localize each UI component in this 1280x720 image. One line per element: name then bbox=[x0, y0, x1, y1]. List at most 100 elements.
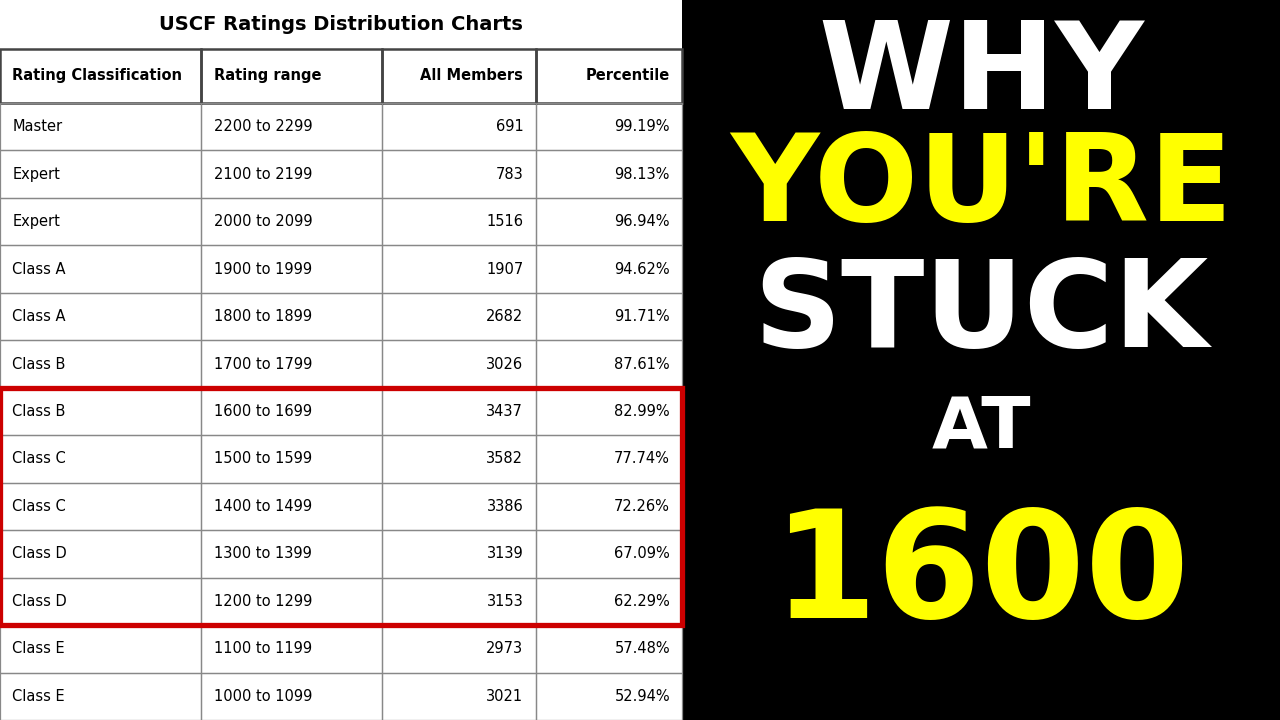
Bar bbox=[201, 625, 381, 672]
Bar bbox=[0, 625, 201, 672]
Bar bbox=[535, 49, 682, 103]
Text: Class B: Class B bbox=[13, 356, 65, 372]
Text: Class A: Class A bbox=[13, 261, 65, 276]
Bar bbox=[0, 435, 201, 482]
Bar bbox=[381, 150, 535, 198]
Bar bbox=[0, 150, 201, 198]
Text: 98.13%: 98.13% bbox=[614, 166, 669, 181]
Text: 87.61%: 87.61% bbox=[614, 356, 669, 372]
Bar bbox=[535, 341, 682, 388]
Text: 1500 to 1599: 1500 to 1599 bbox=[214, 451, 311, 467]
Text: 1800 to 1899: 1800 to 1899 bbox=[214, 309, 311, 324]
Text: 77.74%: 77.74% bbox=[614, 451, 669, 467]
Text: 1400 to 1499: 1400 to 1499 bbox=[214, 499, 311, 514]
Bar bbox=[381, 293, 535, 341]
Bar bbox=[201, 293, 381, 341]
Text: 96.94%: 96.94% bbox=[614, 214, 669, 229]
Text: 82.99%: 82.99% bbox=[614, 404, 669, 419]
Bar bbox=[0, 577, 201, 625]
Text: Class A: Class A bbox=[13, 309, 65, 324]
Bar bbox=[381, 625, 535, 672]
Text: 3386: 3386 bbox=[486, 499, 524, 514]
Bar bbox=[381, 482, 535, 530]
Text: 1000 to 1099: 1000 to 1099 bbox=[214, 689, 312, 703]
Text: 57.48%: 57.48% bbox=[614, 642, 669, 657]
Bar bbox=[201, 103, 381, 150]
Text: 1300 to 1399: 1300 to 1399 bbox=[214, 546, 311, 562]
Text: Rating Classification: Rating Classification bbox=[13, 68, 182, 84]
Text: 99.19%: 99.19% bbox=[614, 120, 669, 134]
Bar bbox=[201, 672, 381, 720]
Text: Expert: Expert bbox=[13, 214, 60, 229]
Bar bbox=[535, 388, 682, 435]
Bar bbox=[381, 49, 535, 103]
Text: Class D: Class D bbox=[13, 594, 67, 609]
Bar bbox=[0, 246, 201, 293]
Text: 691: 691 bbox=[495, 120, 524, 134]
Bar bbox=[535, 625, 682, 672]
Text: 1600 to 1699: 1600 to 1699 bbox=[214, 404, 311, 419]
Text: 62.29%: 62.29% bbox=[614, 594, 669, 609]
Text: Percentile: Percentile bbox=[586, 68, 669, 84]
Bar bbox=[381, 672, 535, 720]
Bar bbox=[0, 388, 682, 625]
Text: Rating range: Rating range bbox=[214, 68, 321, 84]
Bar bbox=[201, 388, 381, 435]
Text: 52.94%: 52.94% bbox=[614, 689, 669, 703]
Text: STUCK: STUCK bbox=[754, 255, 1208, 372]
Bar bbox=[201, 577, 381, 625]
Bar bbox=[0, 103, 201, 150]
Text: 1600: 1600 bbox=[773, 503, 1189, 649]
Bar bbox=[535, 103, 682, 150]
Bar bbox=[201, 530, 381, 577]
Text: 72.26%: 72.26% bbox=[614, 499, 669, 514]
Text: Class E: Class E bbox=[13, 642, 65, 657]
Bar bbox=[381, 198, 535, 246]
Text: Class D: Class D bbox=[13, 546, 67, 562]
Text: 94.62%: 94.62% bbox=[614, 261, 669, 276]
Text: USCF Ratings Distribution Charts: USCF Ratings Distribution Charts bbox=[159, 15, 524, 34]
Text: 1907: 1907 bbox=[486, 261, 524, 276]
Bar bbox=[0, 672, 201, 720]
Bar bbox=[381, 103, 535, 150]
Text: 1100 to 1199: 1100 to 1199 bbox=[214, 642, 311, 657]
Bar bbox=[201, 341, 381, 388]
Bar bbox=[0, 530, 201, 577]
Text: 3139: 3139 bbox=[486, 546, 524, 562]
Text: 783: 783 bbox=[495, 166, 524, 181]
Bar bbox=[0, 49, 201, 103]
Text: 2000 to 2099: 2000 to 2099 bbox=[214, 214, 312, 229]
Text: Class C: Class C bbox=[13, 451, 67, 467]
Bar bbox=[535, 198, 682, 246]
Bar bbox=[0, 293, 201, 341]
Bar bbox=[201, 49, 381, 103]
Bar bbox=[381, 341, 535, 388]
Text: 1516: 1516 bbox=[486, 214, 524, 229]
Text: 1900 to 1999: 1900 to 1999 bbox=[214, 261, 311, 276]
Bar bbox=[535, 293, 682, 341]
Bar bbox=[535, 672, 682, 720]
Bar bbox=[201, 482, 381, 530]
Text: 2100 to 2199: 2100 to 2199 bbox=[214, 166, 312, 181]
Text: 2973: 2973 bbox=[486, 642, 524, 657]
Bar bbox=[0, 341, 201, 388]
Text: Class E: Class E bbox=[13, 689, 65, 703]
Text: 1700 to 1799: 1700 to 1799 bbox=[214, 356, 312, 372]
Text: 3582: 3582 bbox=[486, 451, 524, 467]
Bar bbox=[381, 246, 535, 293]
Text: 1200 to 1299: 1200 to 1299 bbox=[214, 594, 312, 609]
Bar bbox=[0, 198, 201, 246]
Text: YOU'RE: YOU'RE bbox=[730, 129, 1233, 246]
Bar bbox=[535, 150, 682, 198]
Text: 2200 to 2299: 2200 to 2299 bbox=[214, 120, 312, 134]
Bar bbox=[381, 435, 535, 482]
Bar bbox=[201, 246, 381, 293]
Bar bbox=[201, 435, 381, 482]
Text: 3026: 3026 bbox=[486, 356, 524, 372]
Text: 3437: 3437 bbox=[486, 404, 524, 419]
Text: 3153: 3153 bbox=[486, 594, 524, 609]
Text: Expert: Expert bbox=[13, 166, 60, 181]
Bar bbox=[535, 577, 682, 625]
Text: WHY: WHY bbox=[818, 17, 1144, 134]
Text: AT: AT bbox=[932, 394, 1030, 463]
